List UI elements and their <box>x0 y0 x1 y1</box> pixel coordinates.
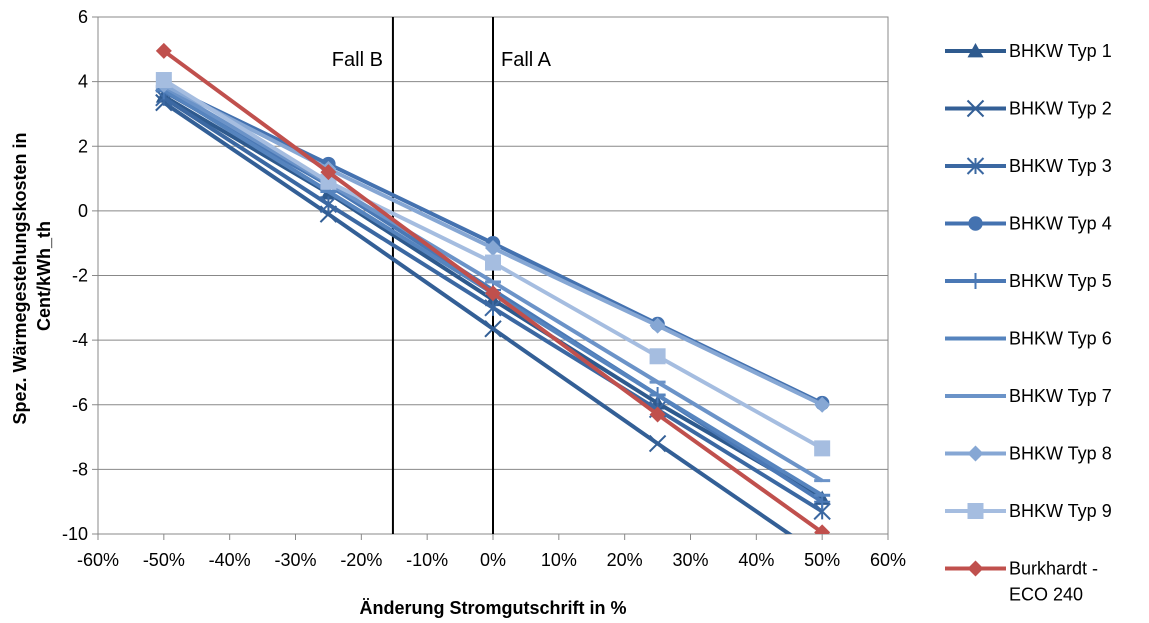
y-tick-label: -6 <box>72 395 88 415</box>
legend-label: BHKW Typ 9 <box>1009 501 1112 521</box>
legend-item: BHKW Typ 3 <box>945 156 1112 176</box>
legend-label: BHKW Typ 7 <box>1009 386 1112 406</box>
marker-star <box>966 157 985 175</box>
legend-label: BHKW Typ 2 <box>1009 99 1112 119</box>
y-tick-label: 6 <box>78 7 88 27</box>
legend-item: BHKW Typ 9 <box>945 501 1112 521</box>
legend-item: BHKW Typ 6 <box>945 329 1112 349</box>
marker-diamond <box>485 285 501 302</box>
legend-item: BHKW Typ 7 <box>945 386 1112 406</box>
marker-diamond <box>814 524 831 534</box>
legend-label: BHKW Typ 4 <box>1009 214 1112 234</box>
series-group <box>155 42 831 534</box>
marker-star <box>484 299 502 317</box>
legend-item: BHKW Typ 1 <box>945 41 1112 61</box>
x-tick-label: 40% <box>738 550 774 570</box>
legend-item: Burkhardt - ECO 240 <box>945 559 1098 605</box>
legend-label: BHKW Typ 3 <box>1009 156 1112 176</box>
reference-line-label: Fall B <box>332 49 383 71</box>
marker-square <box>649 348 666 365</box>
marker-diamond <box>649 317 666 334</box>
marker-diamond <box>649 406 666 423</box>
x-tick-label: -60% <box>77 550 119 570</box>
marker-diamond <box>155 42 172 59</box>
y-tick-label: 2 <box>78 136 88 156</box>
x-tick-label: 50% <box>804 550 840 570</box>
marker-diamond <box>485 240 501 257</box>
x-tick-label: -40% <box>209 550 251 570</box>
x-axis-title: Änderung Stromgutschrift in % <box>360 598 627 618</box>
marker-diamond <box>967 560 984 577</box>
y-axis-title: Spez. Wärmegestehungskosten in Cent/kWh_… <box>10 127 54 424</box>
x-tick-label: -10% <box>406 550 448 570</box>
x-tick-label: 10% <box>541 550 577 570</box>
x-axis-ticks: -60% -50% -40% -30% -20% -10% 0% 10% 20% 30% 40% 50… <box>77 534 906 570</box>
x-tick-label: -20% <box>340 550 382 570</box>
y-axis-ticks: 6 4 2 0 -2 -4 -6 -8 -10 <box>62 7 98 544</box>
y-tick-label: -10 <box>62 524 88 544</box>
legend-label: BHKW Typ 6 <box>1009 329 1112 349</box>
marker-x <box>966 99 985 118</box>
marker-square <box>485 254 501 271</box>
y-tick-label: -2 <box>72 266 88 286</box>
y-axis-title-line-1: Spez. Wärmegestehungskosten in <box>10 132 30 424</box>
x-tick-label: 60% <box>870 550 906 570</box>
y-tick-label: 0 <box>78 201 88 221</box>
y-tick-label: -8 <box>72 459 88 479</box>
marker-x <box>648 434 667 453</box>
legend-label: BHKW Typ 1 <box>1009 41 1112 61</box>
marker-square <box>967 503 984 519</box>
marker-square <box>155 72 172 89</box>
legend-item: BHKW Typ 5 <box>945 271 1112 291</box>
legend-label: BHKW Typ 5 <box>1009 271 1112 291</box>
marker-square <box>320 173 337 190</box>
y-axis-title-line-2: Cent/kWh_th <box>34 221 54 331</box>
x-tick-label: -30% <box>274 550 316 570</box>
series <box>155 42 831 534</box>
marker-diamond <box>967 445 984 462</box>
marker-square <box>814 440 831 457</box>
legend-label: ECO 240 <box>1009 585 1083 605</box>
series <box>155 72 831 457</box>
y-tick-label: -4 <box>72 330 88 350</box>
marker-circle <box>968 216 983 231</box>
legend-item: BHKW Typ 2 <box>945 99 1112 119</box>
marker-star <box>319 195 338 214</box>
x-tick-label: -50% <box>143 550 185 570</box>
x-tick-label: 20% <box>607 550 643 570</box>
x-tick-label: 30% <box>672 550 708 570</box>
legend-label: Burkhardt - <box>1009 559 1098 579</box>
y-tick-label: 4 <box>78 72 88 92</box>
marker-diamond <box>320 164 337 181</box>
legend: BHKW Typ 1 BHKW Typ 2 BHKW Typ 3 BHKW Typ 4… <box>945 41 1112 605</box>
reference-line-label: Fall A <box>501 49 552 71</box>
legend-item: BHKW Typ 8 <box>945 444 1112 464</box>
x-tick-label: 0% <box>480 550 506 570</box>
reference-lines: Fall B Fall A <box>332 17 552 534</box>
marker-x <box>484 320 502 338</box>
marker-triangle <box>967 43 984 58</box>
legend-item: BHKW Typ 4 <box>945 214 1112 234</box>
legend-label: BHKW Typ 8 <box>1009 444 1112 464</box>
marker-plus <box>967 273 984 289</box>
marker-diamond <box>814 396 831 413</box>
